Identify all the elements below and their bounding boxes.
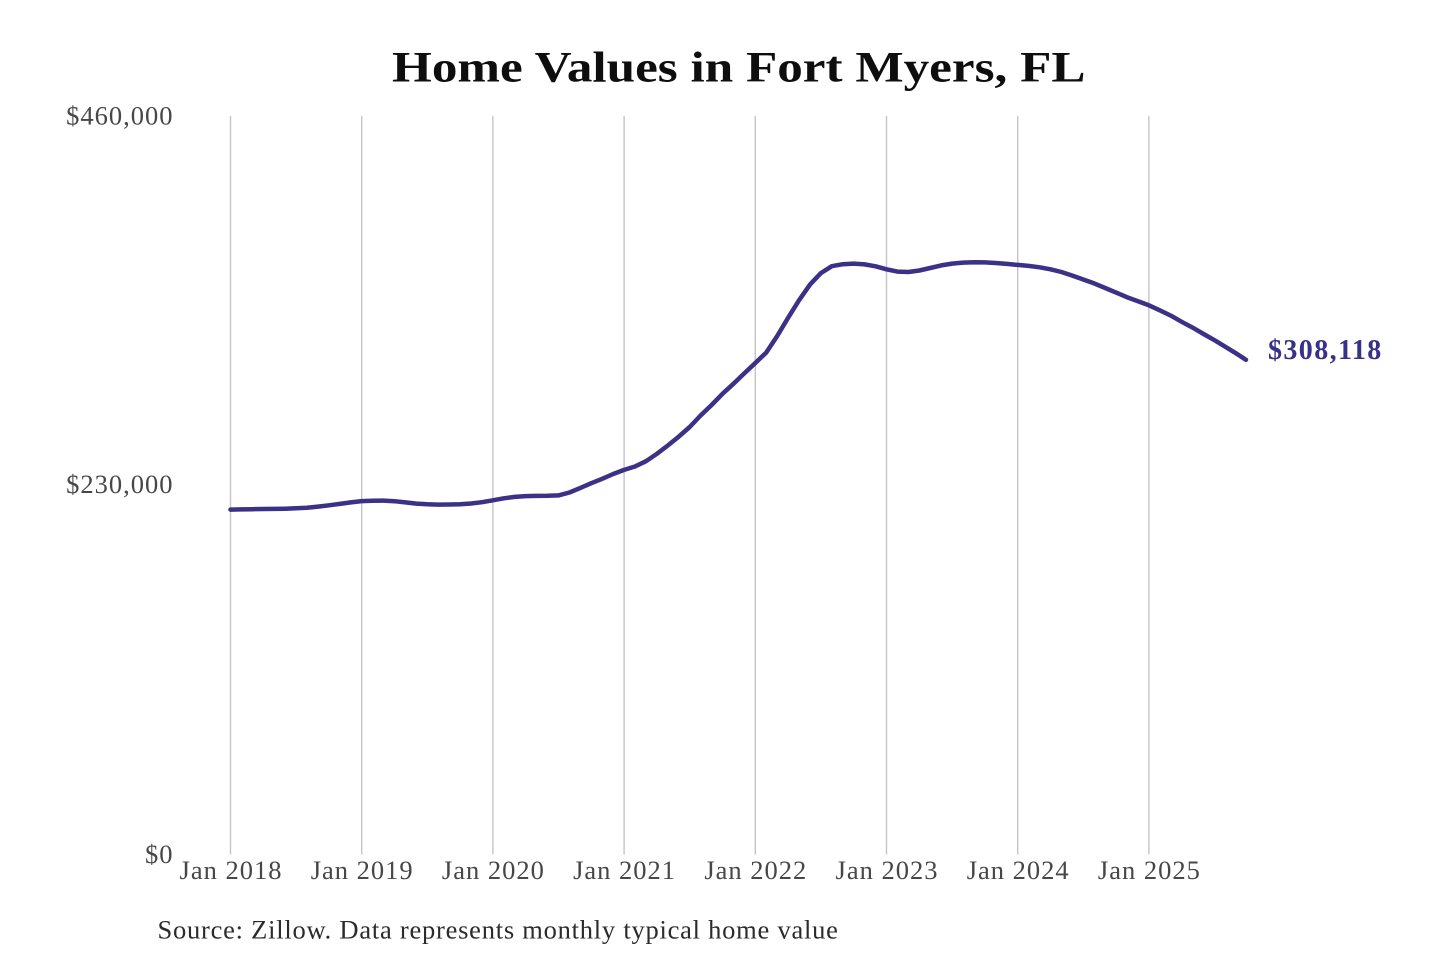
svg-text:Jan 2021: Jan 2021 [573,855,676,885]
svg-text:$460,000: $460,000 [66,100,173,130]
svg-text:Jan 2018: Jan 2018 [180,855,283,885]
svg-text:Jan 2020: Jan 2020 [442,855,545,885]
svg-text:Jan 2024: Jan 2024 [967,855,1070,885]
svg-text:Home Values in Fort Myers, FL: Home Values in Fort Myers, FL [392,44,1085,91]
svg-text:$308,118: $308,118 [1268,335,1383,366]
svg-text:$230,000: $230,000 [66,469,173,499]
svg-text:Source: Zillow. Data represent: Source: Zillow. Data represents monthly … [158,915,839,945]
svg-text:Jan 2019: Jan 2019 [311,855,414,885]
svg-text:Jan 2022: Jan 2022 [704,855,807,885]
svg-text:Jan 2023: Jan 2023 [836,855,939,885]
svg-text:$0: $0 [145,839,174,869]
svg-text:Jan 2025: Jan 2025 [1098,855,1201,885]
